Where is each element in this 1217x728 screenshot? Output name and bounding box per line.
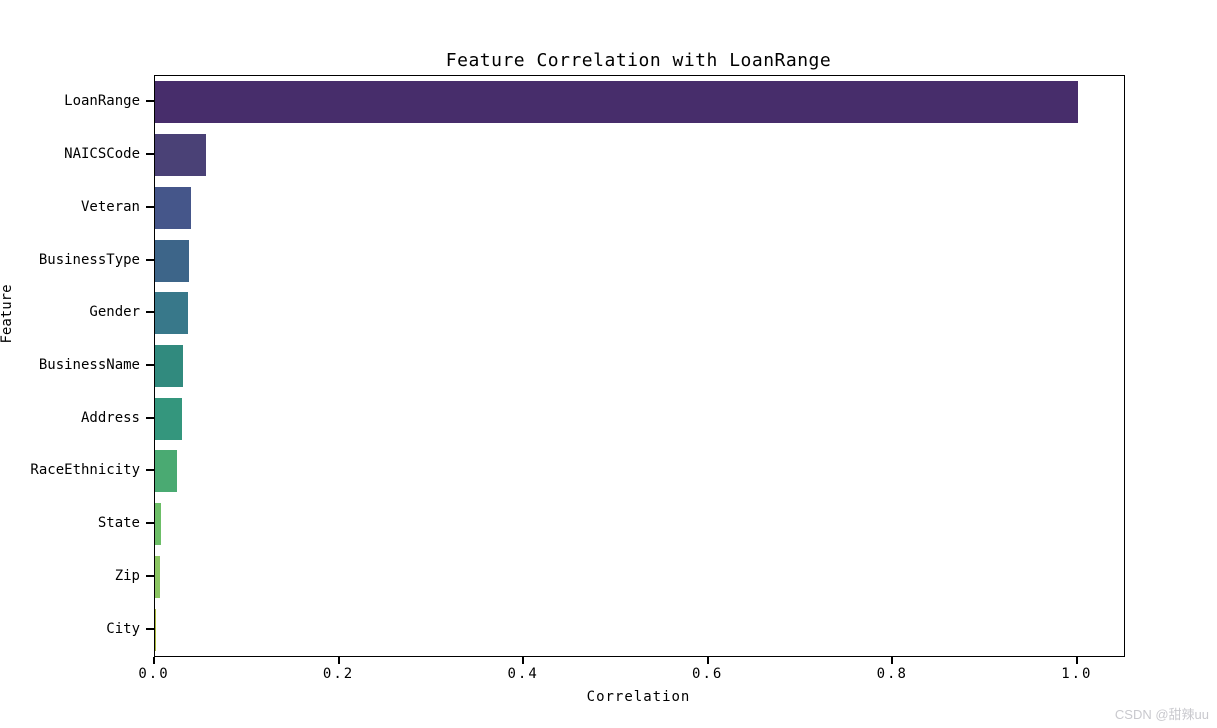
y-tick-label-naicscode: NAICSCode [64,146,140,163]
chart-title: Feature Correlation with LoanRange [445,50,832,71]
y-tick-mark [146,100,154,103]
y-tick-label-address: Address [80,409,140,426]
y-tick-mark [146,258,154,261]
y-tick-mark [146,153,154,156]
y-tick-mark [146,627,154,630]
y-tick-mark [146,574,154,577]
bar-loanrange [155,81,1078,124]
y-tick-label-loanrange: LoanRange [64,93,140,110]
x-tick-mark [522,656,525,664]
y-tick-mark [146,469,154,472]
y-tick-label-veteran: Veteran [80,198,140,215]
x-tick-label-0.8: 0.8 [876,666,908,682]
x-tick-mark [337,656,340,664]
x-tick-label-1.0: 1.0 [1061,666,1093,682]
y-tick-label-city: City [106,620,140,637]
x-tick-mark [706,656,709,664]
bar-state [155,503,162,546]
bar-veteran [155,186,191,229]
y-tick-mark [146,416,154,419]
y-tick-label-state: State [97,515,140,532]
x-tick-mark [1075,656,1078,664]
y-tick-label-businessname: BusinessName [38,357,140,373]
bar-businessname [155,345,183,387]
x-tick-label-0.4: 0.4 [507,666,539,682]
bar-address [155,397,182,440]
y-tick-label-gender: Gender [89,304,140,321]
bar-zip [155,555,160,598]
y-tick-mark [146,311,154,314]
x-tick-label-0.6: 0.6 [692,666,724,682]
x-tick-mark [153,656,155,664]
bar-city [155,608,156,651]
y-tick-label-businesstype: BusinessType [38,251,140,268]
plot-area [154,75,1125,657]
bar-businesstype [155,239,190,282]
y-tick-mark [146,364,154,366]
x-tick-mark [891,656,894,664]
y-tick-label-zip: Zip [114,567,140,584]
x-tick-label-0.2: 0.2 [322,666,355,682]
y-tick-mark [146,205,154,208]
bar-gender [155,292,189,335]
x-axis-label: Correlation [586,689,691,705]
watermark: CSDN @甜辣uu [1114,707,1209,722]
y-tick-label-raceethnicity: RaceEthnicity [30,462,140,479]
bar-raceethnicity [155,450,178,493]
y-tick-mark [146,522,154,525]
bar-naicscode [155,134,206,177]
x-tick-label-0.0: 0.0 [138,666,170,682]
